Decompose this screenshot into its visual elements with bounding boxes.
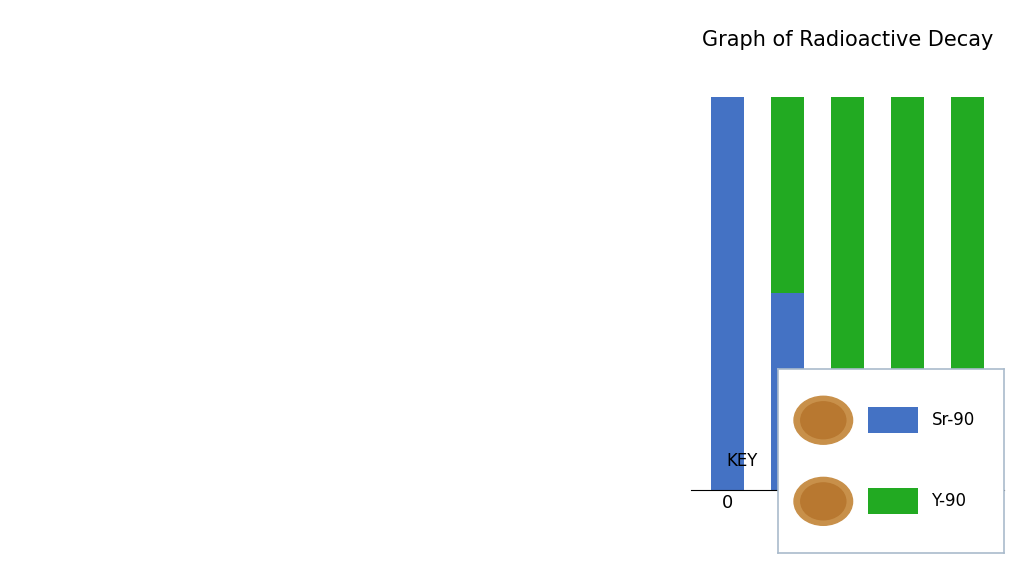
Bar [711,97,743,490]
Bar [830,97,864,392]
Text: Y-90: Y-90 [932,492,967,510]
Bar [951,97,984,490]
FancyBboxPatch shape [868,488,918,514]
Bar [771,97,804,293]
Text: ☢: ☢ [891,432,924,466]
Circle shape [794,396,853,444]
Text: Sr-90: Sr-90 [932,411,975,429]
Circle shape [801,402,846,439]
Text: KEY: KEY [727,452,758,470]
Bar [830,392,864,490]
Title: Graph of Radioactive Decay: Graph of Radioactive Decay [701,31,993,51]
Circle shape [794,478,853,525]
Bar [891,441,924,490]
Bar [771,293,804,490]
X-axis label: (half-life): (half-life) [807,516,888,533]
FancyBboxPatch shape [868,407,918,433]
Circle shape [801,483,846,520]
Bar [891,97,924,441]
